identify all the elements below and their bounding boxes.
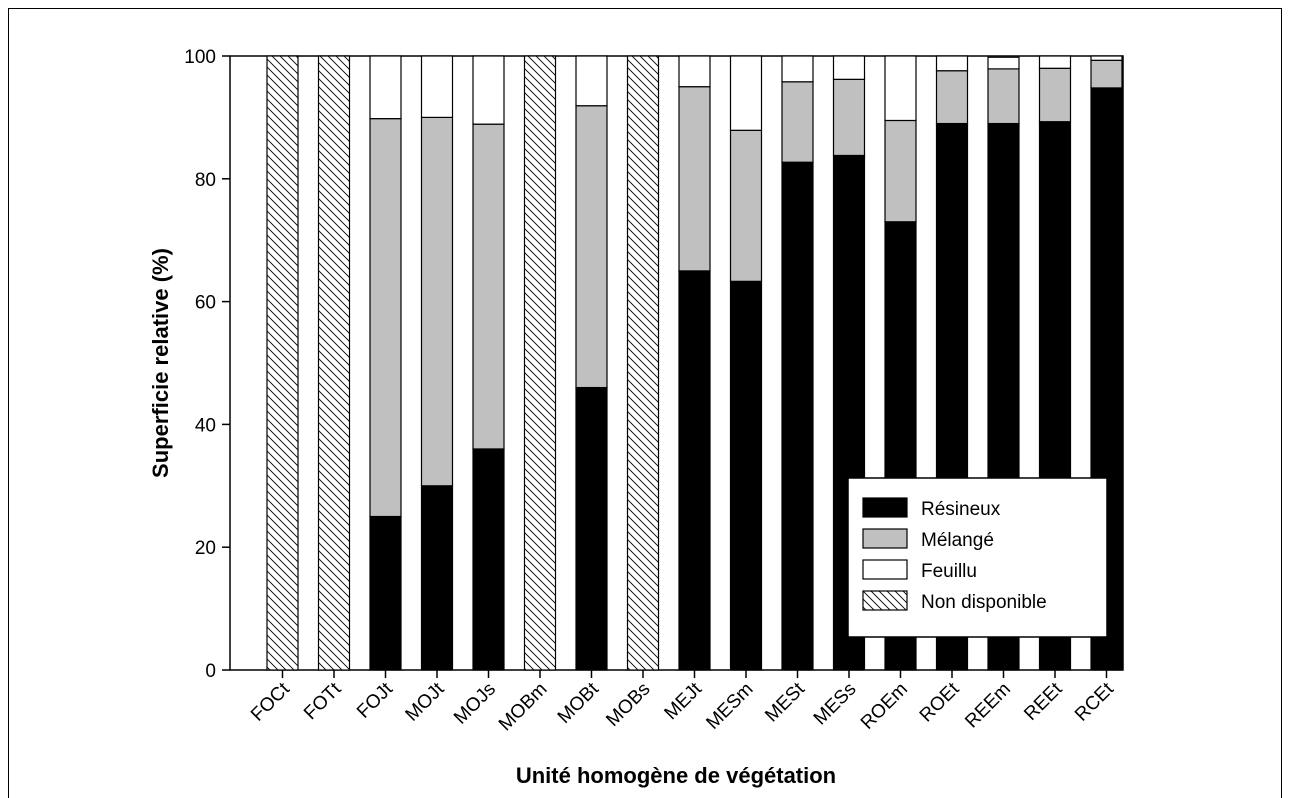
x-tick-label-MESt: MESt: [761, 678, 809, 726]
x-tick-label-FOTt: FOTt: [300, 678, 346, 724]
bar-ROEm-m-lang-: [884, 119, 917, 223]
bar-MOBt-feuillu: [575, 55, 608, 107]
bar-MESm-r-sineux: [729, 280, 763, 671]
bar-RCEt-feuillu: [1090, 55, 1123, 61]
bar-FOJt-m-lang-: [369, 118, 402, 518]
bars-layer: [266, 55, 1123, 671]
x-tick-label-MOBm: MOBm: [495, 679, 552, 736]
bar-MOJt-m-lang-: [420, 116, 454, 487]
bar-FOTt-non-disponible: [317, 55, 351, 671]
bar-REEt-feuillu: [1038, 55, 1072, 69]
bar-MOJs-r-sineux: [472, 448, 505, 671]
bar-FOCt-non-disponible: [266, 55, 299, 671]
x-tick-label-RCEt: RCEt: [1071, 678, 1118, 725]
bar-MEJt-r-sineux: [678, 270, 711, 671]
y-tick-label: 100: [184, 47, 216, 68]
bar-REEt-m-lang-: [1038, 67, 1072, 123]
bar-MOJs-feuillu: [472, 55, 505, 125]
y-axis: 0 20 40 60 80 100: [184, 47, 230, 682]
bar-MOBm-non-disponible: [523, 55, 557, 671]
legend-label-non-disponible: Non disponible: [921, 592, 1047, 613]
legend-swatch-r-sineux: [862, 497, 908, 518]
y-tick-label: 40: [195, 415, 216, 436]
bar-REEm-m-lang-: [987, 68, 1020, 125]
x-tick-label-ROEt: ROEt: [916, 678, 964, 726]
bar-FOJt-feuillu: [369, 55, 402, 120]
bar-MESt-m-lang-: [781, 81, 814, 163]
y-tick-label: 60: [195, 293, 216, 314]
legend-label-feuillu: Feuillu: [921, 561, 977, 582]
legend-swatch-m-lang-: [862, 528, 908, 549]
x-tick-label-ROEm: ROEm: [857, 679, 912, 734]
bar-RCEt-m-lang-: [1090, 59, 1123, 89]
y-tick-label: 80: [195, 170, 216, 191]
x-tick-label-MOJs: MOJs: [450, 679, 500, 729]
x-tick-label-REEt: REEt: [1020, 678, 1067, 725]
x-tick-label-MOBt: MOBt: [554, 678, 604, 728]
bar-MESs-feuillu: [832, 55, 866, 80]
bar-MEJt-m-lang-: [678, 86, 711, 272]
y-tick-label: 20: [195, 538, 216, 559]
bar-MOJt-feuillu: [420, 55, 454, 119]
bar-MOBs-non-disponible: [626, 55, 660, 671]
bar-MESm-m-lang-: [729, 129, 763, 282]
x-axis-title: Unité homogène de végétation: [516, 763, 836, 788]
x-tick-label-MOJt: MOJt: [402, 678, 449, 725]
bar-ROEm-feuillu: [884, 55, 917, 122]
bar-MESm-feuillu: [729, 55, 763, 131]
bar-MOBt-m-lang-: [575, 105, 608, 389]
x-tick-label-REEm: REEm: [961, 679, 1015, 733]
bar-REEm-feuillu: [987, 56, 1020, 70]
bar-ROEt-feuillu: [935, 55, 969, 72]
legend-label-r-sineux: Résineux: [921, 499, 1001, 520]
bar-MOBt-r-sineux: [575, 386, 608, 671]
legend-swatch-non-disponible: [862, 590, 908, 611]
y-tick-label: 0: [205, 661, 216, 682]
legend-label-m-lang-: Mélangé: [921, 530, 994, 551]
x-tick-label-MESm: MESm: [702, 679, 757, 734]
legend: Résineux Mélangé Feuillu Non disponible: [847, 477, 1108, 638]
bar-MOJs-m-lang-: [472, 123, 505, 450]
bar-MOJt-r-sineux: [420, 485, 454, 671]
bar-ROEt-m-lang-: [935, 70, 969, 125]
x-tick-label-FOCt: FOCt: [247, 678, 294, 725]
y-axis-title: Superficie relative (%): [148, 248, 173, 478]
x-tick-label-MEJt: MEJt: [661, 678, 707, 724]
bar-MEJt-feuillu: [678, 55, 711, 88]
figure-frame: [8, 8, 1282, 798]
bar-MESs-m-lang-: [832, 78, 866, 157]
x-tick-label-MESs: MESs: [810, 679, 861, 730]
bar-MESt-feuillu: [781, 55, 814, 83]
x-tick-label-MOBs: MOBs: [602, 679, 654, 731]
bar-MESt-r-sineux: [781, 161, 814, 671]
bar-FOJt-r-sineux: [369, 515, 402, 671]
x-tick-label-FOJt: FOJt: [353, 678, 397, 722]
legend-swatch-feuillu: [862, 559, 908, 580]
